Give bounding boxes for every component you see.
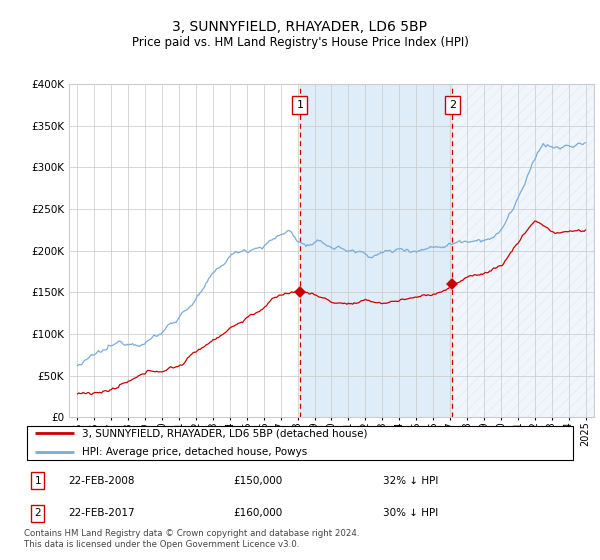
Text: 22-FEB-2008: 22-FEB-2008 (68, 475, 134, 486)
Text: 1: 1 (34, 475, 41, 486)
Bar (452, 84, 594, 417)
Text: Contains HM Land Registry data © Crown copyright and database right 2024.
This d: Contains HM Land Registry data © Crown c… (24, 529, 359, 549)
FancyBboxPatch shape (27, 426, 573, 460)
Text: 3, SUNNYFIELD, RHAYADER, LD6 5BP: 3, SUNNYFIELD, RHAYADER, LD6 5BP (173, 20, 427, 34)
Text: 30% ↓ HPI: 30% ↓ HPI (383, 508, 438, 519)
Text: 2: 2 (34, 508, 41, 519)
Text: 1: 1 (296, 100, 304, 110)
Text: 32% ↓ HPI: 32% ↓ HPI (383, 475, 438, 486)
Text: 22-FEB-2017: 22-FEB-2017 (68, 508, 135, 519)
Text: Price paid vs. HM Land Registry's House Price Index (HPI): Price paid vs. HM Land Registry's House … (131, 36, 469, 49)
Text: 2: 2 (449, 100, 456, 110)
Bar (300, 84, 452, 417)
Text: 3, SUNNYFIELD, RHAYADER, LD6 5BP (detached house): 3, SUNNYFIELD, RHAYADER, LD6 5BP (detach… (82, 428, 367, 438)
Text: £150,000: £150,000 (234, 475, 283, 486)
Text: HPI: Average price, detached house, Powys: HPI: Average price, detached house, Powy… (82, 447, 307, 458)
Text: £160,000: £160,000 (234, 508, 283, 519)
